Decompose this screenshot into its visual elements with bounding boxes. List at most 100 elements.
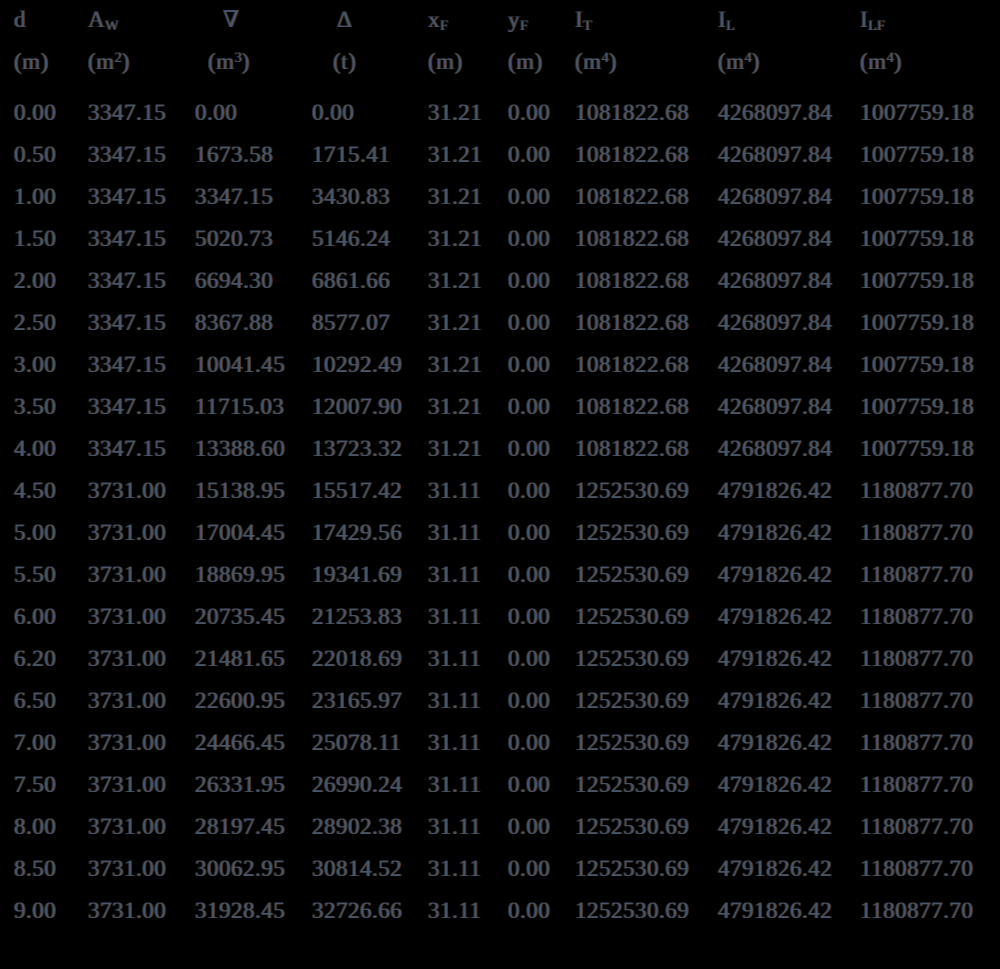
- table-row: 8.00 3731.00 28197.45 28902.38 31.11 0.00 1252…: [14, 814, 986, 857]
- table-row: 5.50 3731.00 18869.95 19341.69 31.11 0.00 1252…: [14, 562, 986, 605]
- cell-xf: 31.21: [428, 436, 483, 461]
- column-header-ilf: ILF: [860, 7, 986, 50]
- table-row: 6.50 3731.00 22600.95 23165.97 31.11 0.00 1252…: [14, 688, 986, 731]
- column-symbol: d: [14, 7, 26, 32]
- cell-it: 1252530.69: [575, 646, 690, 671]
- cell-yf: 0.00: [508, 520, 551, 545]
- cell-it: 1252530.69: [575, 856, 690, 881]
- column-symbol: x: [428, 7, 440, 32]
- unit-text: (m: [575, 49, 602, 74]
- cell-disp: 26990.24: [312, 772, 403, 797]
- table-row: 8.50 3731.00 30062.95 30814.52 31.11 0.00 1252…: [14, 856, 986, 899]
- cell-xf: 31.11: [428, 898, 482, 923]
- table-row: 0.50 3347.15 1673.58 1715.41 31.21 0.00 108182…: [14, 142, 986, 185]
- cell-vol: 11715.03: [195, 394, 285, 419]
- cell-vol: 20735.45: [195, 604, 286, 629]
- unit-exponent: 4: [744, 49, 752, 66]
- cell-aw: 3347.15: [88, 352, 167, 377]
- unit-text: (m: [88, 49, 115, 74]
- unit-text: (m: [208, 49, 235, 74]
- cell-ilf: 1007759.18: [860, 184, 975, 209]
- cell-vol: 30062.95: [195, 856, 286, 881]
- cell-disp: 28902.38: [312, 814, 403, 839]
- cell-xf: 31.11: [428, 688, 482, 713]
- unit-close: ): [121, 49, 130, 74]
- cell-vol: 24466.45: [195, 730, 286, 755]
- cell-il: 4791826.42: [718, 814, 833, 839]
- cell-vol: 3347.15: [195, 184, 274, 209]
- column-symbol: A: [88, 7, 106, 32]
- cell-aw: 3731.00: [88, 814, 167, 839]
- cell-il: 4268097.84: [718, 268, 833, 293]
- cell-d: 6.20: [14, 646, 57, 671]
- cell-yf: 0.00: [508, 478, 551, 503]
- cell-ilf: 1180877.70: [860, 814, 974, 839]
- column-header-vol: ∇: [195, 7, 312, 50]
- cell-d: 3.00: [14, 352, 57, 377]
- cell-xf: 31.11: [428, 646, 482, 671]
- cell-vol: 6694.30: [195, 268, 274, 293]
- cell-d: 6.00: [14, 604, 57, 629]
- column-unit-ilf: (m4): [860, 49, 986, 101]
- table-row: 9.00 3731.00 31928.45 32726.66 31.11 0.00 1252…: [14, 898, 986, 941]
- cell-aw: 3347.15: [88, 310, 167, 335]
- table-row: 7.50 3731.00 26331.95 26990.24 31.11 0.00 1252…: [14, 772, 986, 815]
- column-unit-xf: (m): [428, 49, 508, 101]
- cell-d: 7.50: [14, 772, 57, 797]
- header-unit-row: (m) (m2) (m3) (t) (m) (m) (m4) (m4) (m4): [14, 49, 986, 101]
- table-row: 2.00 3347.15 6694.30 6861.66 31.21 0.00 108182…: [14, 268, 986, 311]
- column-unit-aw: (m2): [88, 49, 195, 101]
- cell-il: 4791826.42: [718, 478, 833, 503]
- cell-yf: 0.00: [508, 772, 551, 797]
- cell-vol: 22600.95: [195, 688, 286, 713]
- cell-aw: 3347.15: [88, 394, 167, 419]
- cell-il: 4791826.42: [718, 520, 833, 545]
- table-body: 0.00 3347.15 0.00 0.00 31.21 0.00 1081822.68 42…: [14, 100, 986, 941]
- cell-xf: 31.21: [428, 226, 483, 251]
- column-unit-vol: (m3): [195, 49, 312, 101]
- cell-xf: 31.11: [428, 730, 482, 755]
- cell-disp: 5146.24: [312, 226, 391, 251]
- column-symbol: I: [860, 7, 869, 32]
- cell-d: 3.50: [14, 394, 57, 419]
- cell-xf: 31.11: [428, 562, 482, 587]
- cell-vol: 0.00: [195, 100, 238, 125]
- cell-disp: 12007.90: [312, 394, 403, 419]
- cell-d: 2.00: [14, 268, 57, 293]
- cell-it: 1252530.69: [575, 688, 690, 713]
- cell-vol: 31928.45: [195, 898, 286, 923]
- column-unit-it: (m4): [575, 49, 718, 101]
- cell-d: 0.00: [14, 100, 57, 125]
- cell-ilf: 1007759.18: [860, 226, 975, 251]
- cell-it: 1252530.69: [575, 604, 690, 629]
- cell-il: 4791826.42: [718, 562, 833, 587]
- cell-il: 4791826.42: [718, 604, 833, 629]
- column-symbol-subscript: F: [520, 17, 528, 34]
- cell-ilf: 1007759.18: [860, 436, 975, 461]
- cell-it: 1252530.69: [575, 898, 690, 923]
- cell-it: 1252530.69: [575, 478, 690, 503]
- unit-text: (m: [718, 49, 745, 74]
- column-header-disp: Δ: [312, 7, 428, 50]
- cell-xf: 31.21: [428, 268, 483, 293]
- cell-aw: 3731.00: [88, 478, 167, 503]
- unit-exponent: 3: [234, 49, 242, 66]
- unit-close: ): [534, 49, 543, 74]
- cell-vol: 1673.58: [195, 142, 274, 167]
- cell-d: 8.00: [14, 814, 57, 839]
- cell-disp: 22018.69: [312, 646, 403, 671]
- cell-xf: 31.11: [428, 604, 482, 629]
- cell-disp: 8577.07: [312, 310, 391, 335]
- table-row: 0.00 3347.15 0.00 0.00 31.21 0.00 1081822.68 42…: [14, 100, 986, 143]
- cell-it: 1252530.69: [575, 562, 690, 587]
- table-row: 2.50 3347.15 8367.88 8577.07 31.21 0.00 108182…: [14, 310, 986, 353]
- cell-ilf: 1180877.70: [860, 688, 974, 713]
- column-header-aw: AW: [88, 7, 195, 50]
- cell-d: 4.50: [14, 478, 57, 503]
- cell-vol: 13388.60: [195, 436, 286, 461]
- cell-disp: 23165.97: [312, 688, 403, 713]
- cell-ilf: 1180877.70: [860, 730, 974, 755]
- cell-disp: 3430.83: [312, 184, 391, 209]
